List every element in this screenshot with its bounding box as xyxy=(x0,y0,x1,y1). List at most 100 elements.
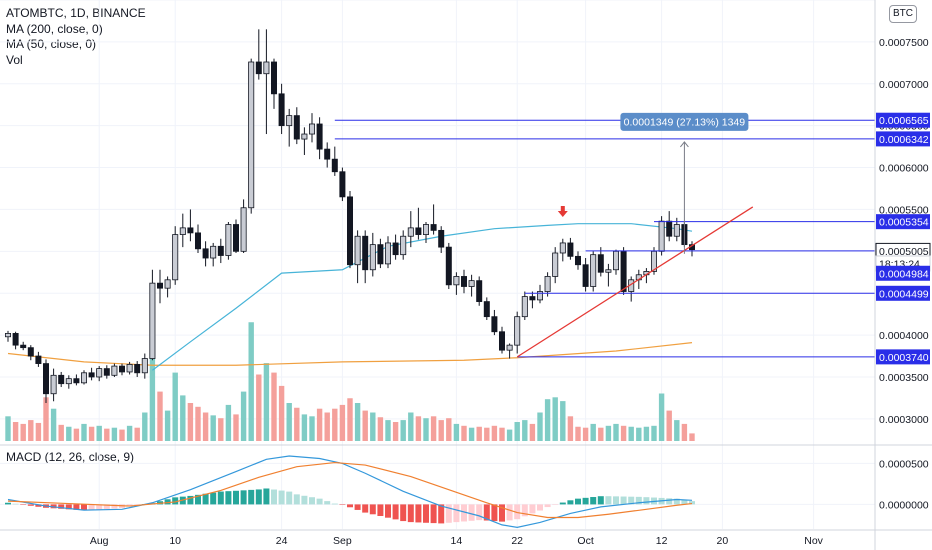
macd-histogram-bar xyxy=(126,504,133,507)
volume-bar xyxy=(362,410,368,441)
volume-bar xyxy=(461,425,467,441)
macd-histogram-bar xyxy=(293,494,300,505)
macd-histogram-bar xyxy=(620,496,627,505)
volume-bar xyxy=(142,412,148,441)
candle-up xyxy=(308,123,315,135)
time-tick-label: Nov xyxy=(804,535,823,547)
candle-down xyxy=(483,301,490,318)
price-tag-label: 0.0005354 xyxy=(879,217,929,229)
price-tag: 0.0004984 xyxy=(876,265,930,281)
volume-bar xyxy=(195,406,201,441)
macd-histogram-bar xyxy=(255,489,262,505)
price-tag-label: 0.0006342 xyxy=(879,134,929,146)
macd-histogram-bar xyxy=(233,490,239,505)
volume-bar xyxy=(514,422,520,441)
drawings[interactable]: 0.0001349 (27.13%) 1349 xyxy=(334,112,875,358)
volume-bar xyxy=(370,412,376,441)
macd-histogram-bar xyxy=(552,504,559,505)
time-tick-label: Oct xyxy=(577,535,593,547)
candle-down xyxy=(575,255,582,266)
macd-tick-label: 0.0000500 xyxy=(879,458,929,470)
volume-bar xyxy=(164,410,171,441)
volume-bar xyxy=(544,399,551,441)
candle-up xyxy=(286,115,293,127)
volume-bar xyxy=(316,408,323,441)
volume-bar xyxy=(332,408,338,441)
price-tag-box xyxy=(876,265,930,281)
volume-bar xyxy=(552,397,558,441)
candle-up xyxy=(559,242,566,254)
candle-down xyxy=(217,245,224,256)
volume-bar xyxy=(126,425,133,441)
candle-down xyxy=(103,368,110,376)
candle-down xyxy=(119,365,126,373)
candle-up xyxy=(537,291,544,301)
price-tick-label: 0.0003000 xyxy=(879,414,929,426)
volume-bar xyxy=(620,425,627,441)
volume-bar xyxy=(157,391,163,441)
candle-down xyxy=(597,254,604,273)
candle-down xyxy=(293,115,300,140)
candle-down xyxy=(498,331,505,351)
candles xyxy=(5,29,696,403)
volume-bar xyxy=(294,407,300,441)
volume-bar xyxy=(111,427,118,441)
ma200-label: MA (200, close, 0) xyxy=(6,21,103,36)
volume-bar xyxy=(522,420,528,441)
macd-histogram-bar xyxy=(195,494,201,505)
volume-bar xyxy=(681,423,688,441)
macd-histogram-bar xyxy=(65,504,72,510)
price-tag: 0.0006565 xyxy=(876,112,930,128)
macd-histogram-bar xyxy=(354,504,361,510)
volume-bar xyxy=(430,416,437,441)
volume-bar xyxy=(43,397,49,441)
candle-down xyxy=(43,363,50,395)
macd-histogram-bar xyxy=(423,504,429,523)
ma50-label: MA (50, close, 0) xyxy=(6,37,97,51)
candle-down xyxy=(316,123,323,150)
macd-histogram-bar xyxy=(58,504,65,509)
price-tag-label: 0.0003740 xyxy=(879,352,929,364)
macd-histogram-bar xyxy=(240,490,247,505)
macd-histogram-bar xyxy=(385,504,391,518)
macd-histogram-bar xyxy=(210,492,217,505)
macd-histogram-bar xyxy=(81,504,87,511)
volume-bar xyxy=(172,372,178,441)
candle-down xyxy=(445,246,452,286)
price-tag: 0.0003740 xyxy=(876,349,930,365)
volume-bar xyxy=(400,420,406,441)
volume-bar xyxy=(491,425,498,441)
volume-bar xyxy=(12,422,19,441)
volume-bar xyxy=(408,412,414,441)
candle-down xyxy=(339,171,346,198)
currency-badge[interactable]: BTC xyxy=(889,5,917,23)
volume-bar xyxy=(66,426,72,441)
macd-histogram-bar xyxy=(521,504,528,517)
macd-histogram-bar xyxy=(172,497,179,505)
macd-histogram-bar xyxy=(202,493,209,505)
macd-histogram-bar xyxy=(248,489,255,505)
price-tick-label: 0.0007000 xyxy=(879,79,929,91)
macd-histogram-bar xyxy=(278,490,285,505)
macd-histogram-bar xyxy=(347,504,353,508)
volume-bar xyxy=(233,414,239,441)
macd-signal-line xyxy=(7,461,693,519)
candle-down xyxy=(156,282,163,289)
time-tick-label: 10 xyxy=(169,535,181,547)
candle-down xyxy=(430,224,437,231)
time-tick-label: Aug xyxy=(90,535,109,547)
candle-up xyxy=(422,224,429,235)
candle-up xyxy=(613,250,620,271)
candle-up xyxy=(521,296,528,318)
macd-histogram-bar xyxy=(12,503,19,505)
volume-bar xyxy=(301,414,308,441)
candle-down xyxy=(491,316,498,333)
volume-bar xyxy=(377,417,384,441)
volume-bar xyxy=(119,429,125,441)
volume-bar xyxy=(263,363,270,441)
volume-bar xyxy=(81,423,87,441)
volume-bar xyxy=(385,420,391,441)
macd-histogram-bar xyxy=(514,504,521,520)
macd-histogram-bar xyxy=(567,500,574,505)
